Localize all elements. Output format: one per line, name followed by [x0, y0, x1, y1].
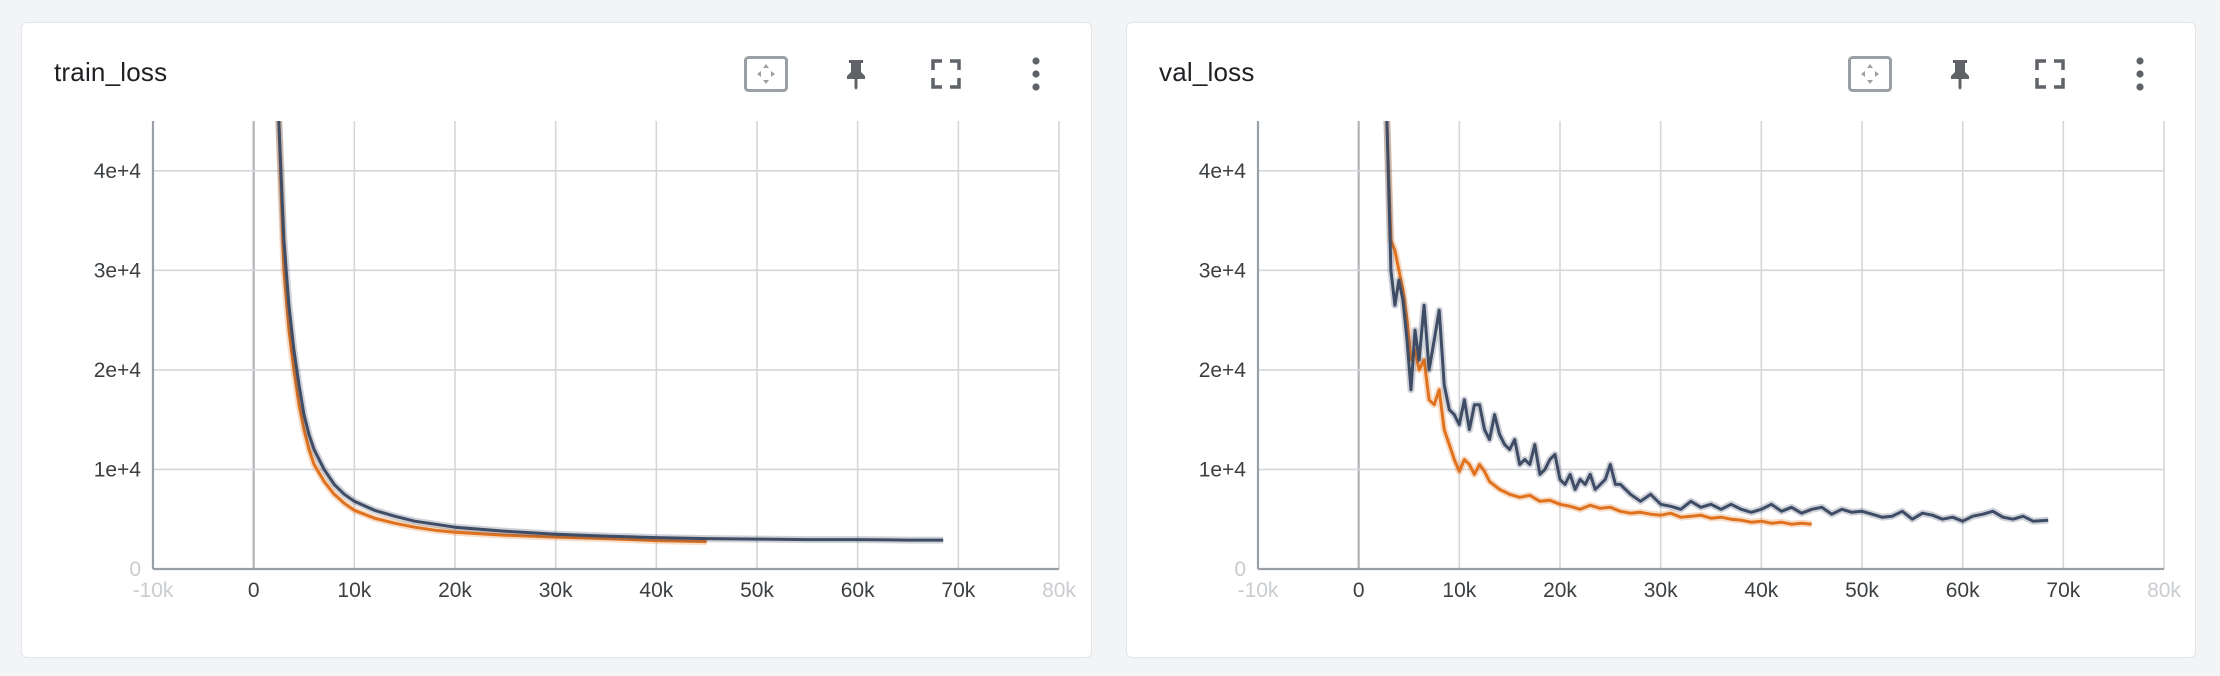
x-tick-label: 30k: [539, 579, 573, 602]
x-tick-label: -10k: [133, 579, 174, 602]
more-options-button[interactable]: [1013, 53, 1059, 95]
y-tick-label: 3e+4: [94, 259, 142, 282]
chart-title: train_loss: [54, 57, 168, 87]
fit-to-data-icon: [1848, 56, 1892, 92]
fit-domain-button[interactable]: [1847, 53, 1893, 95]
grid: [153, 121, 1060, 569]
x-tick-label: 70k: [2046, 579, 2080, 602]
fit-to-data-icon: [744, 56, 788, 92]
card-toolbar: [1847, 53, 2163, 95]
x-tick-label: 50k: [740, 579, 774, 602]
pin-icon: [847, 60, 865, 90]
more-options-button[interactable]: [2117, 53, 2163, 95]
y-tick-label: 4e+4: [94, 160, 142, 183]
series-0-line: [277, 121, 944, 542]
x-tick-label: 0: [248, 579, 260, 602]
card-toolbar: [743, 53, 1059, 95]
y-tick-label: 4e+4: [1199, 160, 1247, 183]
y-tick-label: 1e+4: [1199, 458, 1247, 481]
x-tick-label: 10k: [337, 579, 371, 602]
more-vertical-icon: [1032, 57, 1040, 91]
x-tick-label: -10k: [1238, 579, 1279, 602]
chart-title: val_loss: [1159, 57, 1255, 87]
fullscreen-button[interactable]: [923, 53, 969, 95]
more-vertical-icon: [2136, 57, 2144, 91]
train-loss-card: train_loss -10k 0 10k 20k 30k 40k 50k 60: [21, 22, 1092, 658]
val-loss-chart: -10k 0 10k 20k 30k 40k 50k 60k 70k 80k01e+42e+43e…: [1199, 121, 2181, 602]
y-tick-label: 2e+4: [94, 359, 142, 382]
series-0-halo: [275, 121, 944, 544]
pin-button[interactable]: [1937, 53, 1983, 95]
pin-button[interactable]: [833, 53, 879, 95]
y-tick-label: 0: [1234, 558, 1246, 581]
series-1-line: [277, 121, 707, 544]
x-tick-label: 20k: [1543, 579, 1577, 602]
x-tick-label: 10k: [1442, 579, 1476, 602]
x-tick-label: 40k: [639, 579, 673, 602]
x-tick-label: 50k: [1845, 579, 1879, 602]
y-tick-label: 3e+4: [1199, 259, 1247, 282]
x-tick-label: 80k: [2147, 579, 2181, 602]
val-loss-card: val_loss -10k 0 10k 20k 30k 40k 50k 60k 7: [1126, 22, 2196, 658]
series-1-halo: [1383, 121, 1813, 528]
x-tick-label: 80k: [1042, 579, 1076, 602]
y-tick-label: 1e+4: [94, 458, 142, 481]
x-tick-label: 20k: [438, 579, 472, 602]
grid: [1258, 121, 2165, 569]
x-tick-label: 60k: [1946, 579, 1980, 602]
series-1-line: [1385, 121, 1812, 526]
y-tick-label: 0: [129, 558, 141, 581]
x-tick-label: 60k: [841, 579, 875, 602]
fit-domain-button[interactable]: [743, 53, 789, 95]
fullscreen-icon: [931, 59, 961, 89]
series-1-halo: [275, 121, 707, 546]
x-tick-label: 0: [1353, 579, 1365, 602]
x-tick-label: 40k: [1744, 579, 1778, 602]
series-0-line: [1385, 121, 2049, 523]
series-0-halo: [1383, 121, 2049, 525]
fullscreen-button[interactable]: [2027, 53, 2073, 95]
fullscreen-icon: [2035, 59, 2065, 89]
pin-icon: [1951, 60, 1969, 90]
x-tick-label: 30k: [1644, 579, 1678, 602]
y-tick-label: 2e+4: [1199, 359, 1247, 382]
train-loss-chart: -10k 0 10k 20k 30k 40k 50k 60k 70k 80k01e+42e+43e…: [94, 121, 1076, 602]
x-tick-label: 70k: [941, 579, 975, 602]
